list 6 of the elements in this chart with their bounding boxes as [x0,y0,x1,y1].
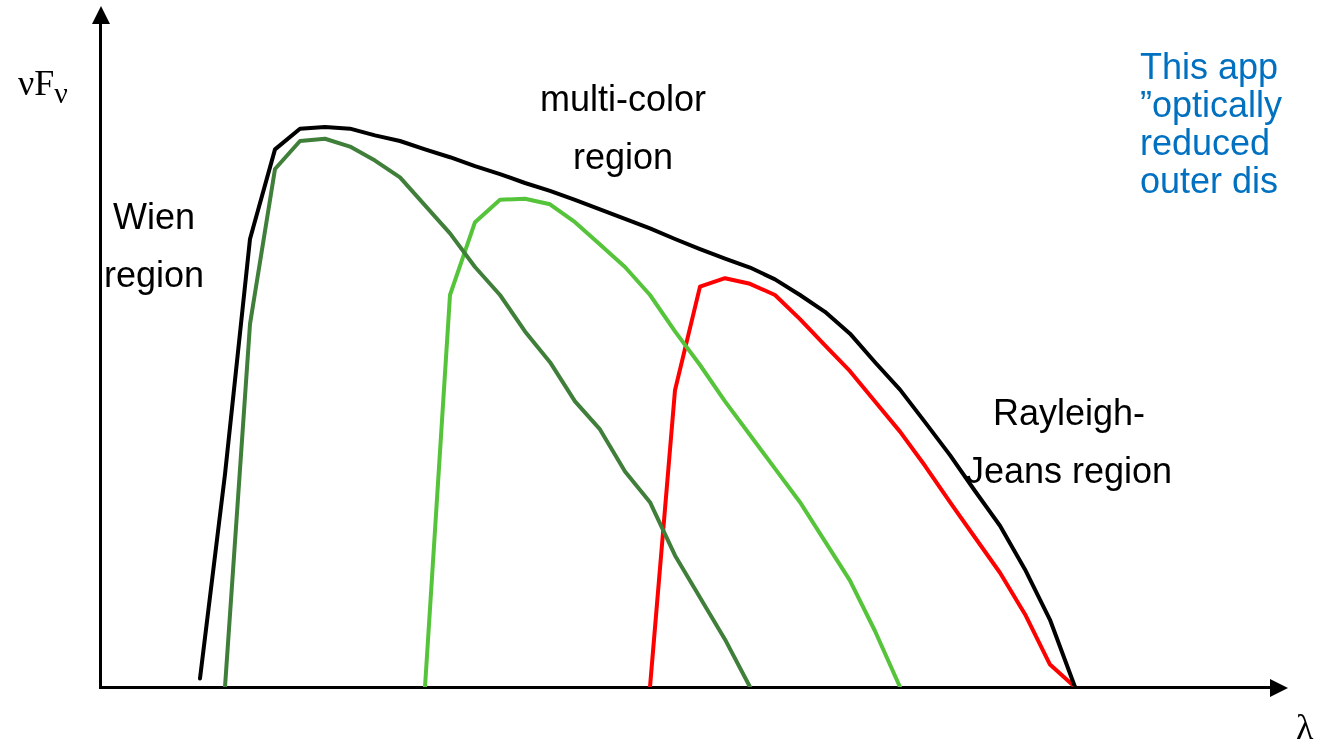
annotation: Wien region [104,195,205,297]
annotation: Rayleigh- Jeans region [966,391,1173,493]
annotation: This app ”optically reduced outer dis [1140,46,1283,201]
x-axis-title: λ [1296,706,1314,748]
annotation: multi-color region [540,77,707,179]
y-axis-title: νF$_{ν}$ [18,62,68,111]
